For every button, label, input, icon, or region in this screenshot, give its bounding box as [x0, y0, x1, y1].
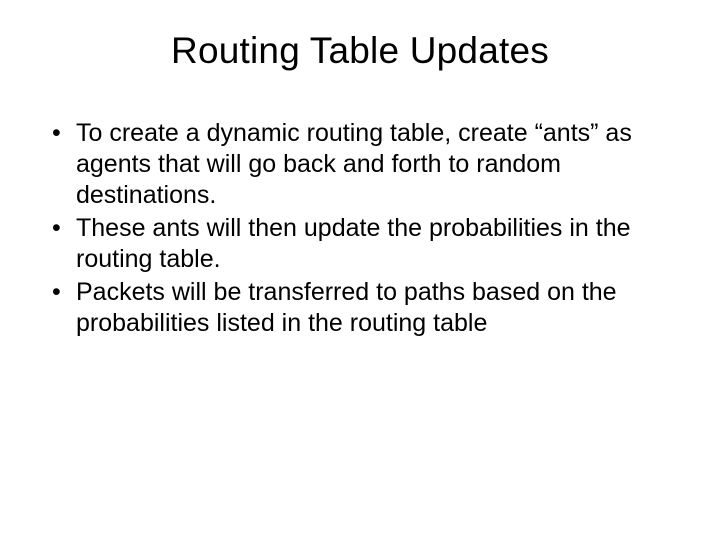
bullet-item: Packets will be transferred to paths bas…: [46, 277, 670, 339]
slide-title: Routing Table Updates: [40, 30, 680, 72]
bullet-item: To create a dynamic routing table, creat…: [46, 118, 670, 211]
slide: Routing Table Updates To create a dynami…: [0, 0, 720, 540]
bullet-item: These ants will then update the probabil…: [46, 213, 670, 275]
bullet-list: To create a dynamic routing table, creat…: [40, 118, 680, 339]
